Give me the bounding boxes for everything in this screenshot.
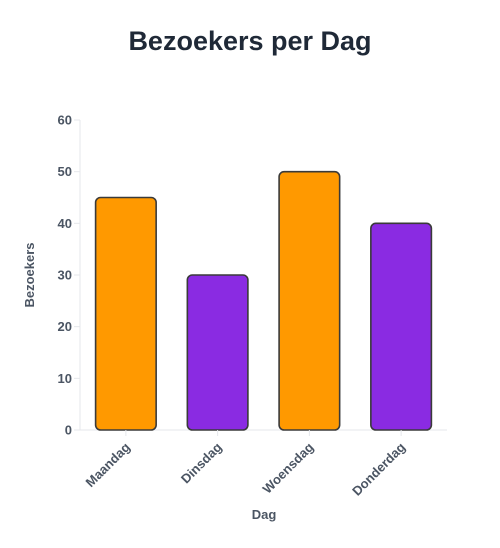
bar-dinsdag[interactable] — [186, 274, 249, 431]
x-axis-ticks: Maandag Dinsdag Woensdag Donderdag — [83, 430, 408, 499]
y-axis-title: Bezoekers — [22, 242, 37, 307]
bar-donderdag[interactable] — [370, 222, 433, 431]
y-tick-label: 20 — [58, 319, 72, 334]
y-tick-label: 10 — [58, 371, 72, 386]
y-tick-label: 30 — [58, 268, 72, 283]
x-axis-title: Dag — [252, 507, 277, 522]
y-tick-label: 50 — [58, 164, 72, 179]
bars — [94, 170, 433, 431]
bar-woensdag[interactable] — [278, 170, 341, 431]
y-tick-label: 0 — [65, 423, 72, 438]
y-tick-label: 60 — [58, 113, 72, 128]
x-tick-label: Donderdag — [349, 439, 408, 498]
bar-maandag[interactable] — [94, 196, 157, 431]
y-tick-label: 40 — [58, 216, 72, 231]
x-tick-label: Woensdag — [260, 439, 317, 496]
x-tick-label: Dinsdag — [178, 439, 225, 486]
y-axis-ticks: 0 10 20 30 40 50 60 — [58, 113, 80, 438]
x-tick-label: Maandag — [83, 439, 133, 489]
chart-title: Bezoekers per Dag — [128, 26, 372, 56]
